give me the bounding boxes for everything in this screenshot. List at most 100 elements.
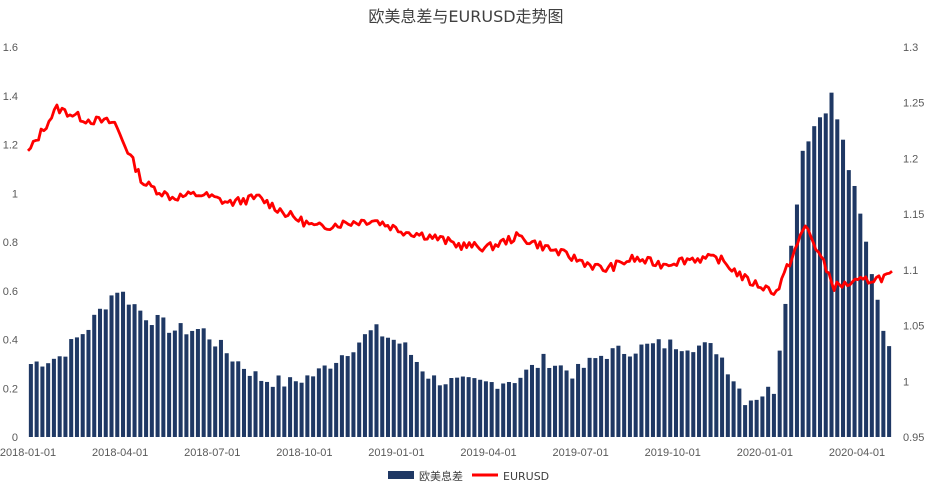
spread-bar [650, 343, 655, 437]
spread-bar [167, 332, 172, 437]
spread-bar [823, 113, 828, 437]
spread-bar [397, 343, 402, 437]
spread-bar [887, 346, 892, 437]
spread-bar [126, 304, 131, 437]
spread-bar [115, 292, 120, 437]
spread-bar [668, 339, 673, 437]
spread-bar [121, 291, 126, 437]
spread-bar [236, 361, 241, 437]
spread-bar [34, 361, 39, 437]
spread-bar [466, 377, 471, 437]
spread-bar [858, 213, 863, 437]
spread-bar [518, 377, 523, 437]
y-left-tick-label: 1.2 [3, 140, 18, 152]
spread-bar [374, 324, 379, 437]
spread-bar [270, 386, 275, 437]
spread-bar [524, 369, 529, 437]
spread-bar [673, 349, 679, 437]
spread-bar [311, 376, 316, 437]
spread-bar [777, 350, 782, 437]
spread-bar [132, 304, 137, 437]
y-right-tick-label: 1.15 [903, 209, 924, 221]
spread-bar [806, 141, 811, 437]
spread-bar [697, 345, 702, 437]
spread-bar [362, 334, 367, 437]
spread-bar [783, 303, 788, 437]
spread-bar [414, 361, 419, 437]
spread-bar [771, 393, 776, 437]
spread-bar [489, 382, 494, 437]
spread-bar [679, 351, 684, 437]
spread-bar [265, 381, 270, 437]
spread-bar [812, 126, 817, 438]
spread-bar [472, 378, 477, 437]
spread-bar [46, 363, 51, 437]
spread-bar [391, 339, 396, 437]
spread-bar [576, 363, 581, 437]
y-left-tick-label: 0 [12, 432, 18, 444]
spread-bar [869, 274, 874, 437]
spread-bar [282, 386, 287, 437]
spread-bar [506, 381, 511, 437]
y-right-tick-label: 1.2 [903, 153, 918, 165]
spread-bar [616, 345, 621, 437]
x-tick-label: 2019-10-01 [645, 447, 701, 459]
spread-bar [80, 334, 85, 437]
spread-bar [380, 336, 385, 437]
spread-bar [149, 325, 154, 437]
spread-bar [627, 356, 632, 437]
spread-bar [737, 388, 742, 437]
spread-bar [512, 383, 517, 437]
spread-bar [529, 364, 535, 437]
spread-bar [564, 370, 569, 437]
spread-bar [299, 382, 304, 437]
x-axis: 2018-01-01 2018-04-01 2018-07-01 2018-10-01… [0, 447, 885, 459]
spread-bar [835, 119, 840, 438]
spread-bar [432, 375, 437, 437]
spread-bar [460, 376, 465, 437]
x-tick-label: 2019-07-01 [553, 447, 609, 459]
spread-bar [97, 308, 103, 437]
spread-bar [449, 378, 454, 437]
spread-bar [385, 337, 391, 437]
spread-bar [69, 339, 74, 437]
legend-label-eurusd: EURUSD [503, 470, 549, 483]
spread-bar [547, 367, 552, 437]
spread-bar [610, 348, 615, 437]
spread-bar [368, 330, 373, 437]
spread-bar [541, 353, 546, 437]
y-left-tick-label: 1 [12, 188, 18, 200]
spread-bar [103, 309, 108, 437]
spread-bar [570, 378, 575, 437]
spread-bar [218, 339, 223, 437]
spread-bar [587, 357, 592, 437]
spread-bar [161, 317, 166, 437]
spread-bar [604, 358, 609, 437]
spread-bar [351, 352, 356, 437]
spread-bar [138, 310, 143, 437]
spread-bar [178, 323, 183, 437]
y-left-tick-label: 0.8 [3, 237, 18, 249]
spread-bar [213, 346, 218, 437]
spread-bar [155, 314, 160, 437]
spread-bar [253, 371, 258, 437]
spread-bar [86, 329, 91, 437]
spread-bar [766, 386, 771, 437]
spread-bar [501, 383, 506, 437]
x-tick-label: 2018-07-01 [184, 447, 240, 459]
y-left-tick-label: 1.6 [3, 42, 18, 54]
x-tick-label: 2019-04-01 [460, 447, 516, 459]
spread-bar [305, 375, 310, 437]
spread-bar [593, 358, 598, 437]
spread-bar [794, 204, 799, 437]
spread-bar [172, 330, 177, 437]
x-tick-label: 2020-01-01 [737, 447, 793, 459]
spread-bar [144, 320, 149, 437]
spread-bar [881, 330, 886, 437]
spread-bar [685, 350, 690, 437]
spread-bar [443, 384, 448, 437]
spread-bar [57, 356, 62, 437]
spread-bar [864, 241, 869, 437]
spread-bar [334, 362, 339, 437]
spread-bar [63, 356, 68, 437]
